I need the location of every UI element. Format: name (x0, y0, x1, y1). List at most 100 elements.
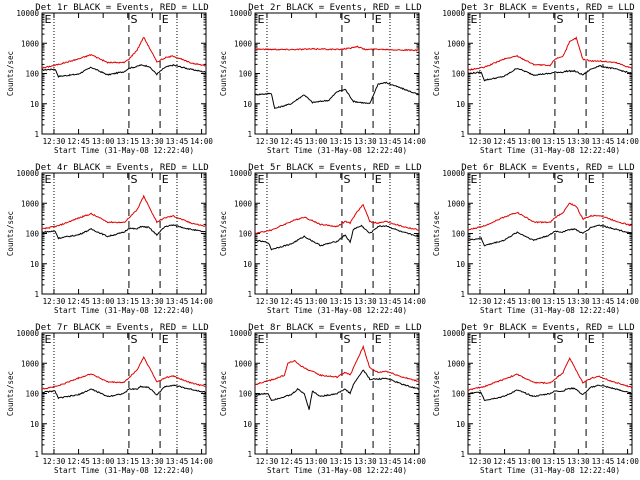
y-tick-label: 10000 (229, 329, 252, 338)
y-tick-label: 1 (460, 290, 465, 299)
lld-series-line (41, 194, 207, 230)
y-tick-label: 100 (25, 230, 39, 239)
x-axis-label: Start Time (31-May-08 12:22:40) (54, 466, 194, 475)
lld-series-line (467, 357, 633, 391)
y-tick-label: 1 (247, 290, 252, 299)
x-tick-label: 12:30 (469, 457, 492, 466)
y-tick-label: 10000 (16, 9, 39, 18)
marker-letter: S (557, 173, 564, 186)
x-tick-label: 13:15 (329, 137, 352, 146)
panel-det-1: Det 1r BLACK = Events, RED = LLD 1 10 100 10… (6, 3, 213, 155)
x-axis-label: Start Time (31-May-08 12:22:40) (267, 146, 407, 155)
marker-letter: E (470, 173, 477, 186)
x-tick-label: 13:00 (92, 457, 115, 466)
events-series-line (467, 384, 633, 402)
x-tick-label: 14:00 (190, 297, 213, 306)
panel-det-9: Det 9r BLACK = Events, RED = LLD 1 10 100 10… (432, 323, 639, 475)
x-tick-label: 13:00 (305, 137, 328, 146)
y-tick-label: 10 (456, 100, 466, 109)
plot-frame (254, 12, 420, 135)
x-axis-label: Start Time (31-May-08 12:22:40) (267, 466, 407, 475)
x-tick-label: 12:45 (280, 297, 303, 306)
marker-letter: S (557, 333, 564, 346)
x-axis-label: Start Time (31-May-08 12:22:40) (480, 146, 620, 155)
y-axis-label: Counts/sec (6, 371, 15, 416)
y-axis-label: Counts/sec (219, 371, 228, 416)
marker-letter: E (470, 13, 477, 26)
x-tick-label: 13:30 (567, 137, 590, 146)
panel-title: Det 4r BLACK = Events, RED = LLD (35, 163, 208, 173)
panel-det-3: Det 3r BLACK = Events, RED = LLD 1 10 100 10… (432, 3, 639, 155)
y-tick-label: 10 (30, 420, 40, 429)
x-tick-label: 13:15 (329, 297, 352, 306)
x-tick-label: 12:30 (469, 137, 492, 146)
x-tick-label: 12:45 (493, 297, 516, 306)
x-tick-label: 12:45 (280, 137, 303, 146)
x-tick-label: 13:45 (166, 457, 189, 466)
y-tick-label: 1 (34, 450, 39, 459)
panel-title: Det 5r BLACK = Events, RED = LLD (248, 163, 421, 173)
y-tick-label: 1000 (447, 199, 466, 208)
x-tick-label: 13:30 (354, 457, 377, 466)
y-tick-label: 1000 (447, 359, 466, 368)
panel-title: Det 3r BLACK = Events, RED = LLD (461, 3, 634, 13)
y-axis-label: Counts/sec (219, 51, 228, 96)
x-tick-label: 12:45 (67, 137, 90, 146)
y-tick-label: 100 (25, 390, 39, 399)
x-axis-label: Start Time (31-May-08 12:22:40) (480, 466, 620, 475)
marker-letter: E (44, 173, 51, 186)
x-tick-label: 13:15 (329, 457, 352, 466)
plot-frame (254, 172, 420, 295)
panel-det-8: Det 8r BLACK = Events, RED = LLD 1 10 100 10… (219, 323, 426, 475)
y-axis-label: Counts/sec (6, 211, 15, 256)
marker-letter: S (131, 333, 138, 346)
y-axis-label: Counts/sec (219, 211, 228, 256)
x-tick-label: 13:15 (116, 457, 139, 466)
marker-letter: E (375, 333, 382, 346)
marker-letter: S (344, 333, 351, 346)
lld-series-line (254, 45, 420, 52)
x-tick-label: 14:00 (190, 137, 213, 146)
y-tick-label: 10 (243, 100, 253, 109)
x-tick-label: 13:30 (141, 457, 164, 466)
y-tick-label: 10000 (229, 9, 252, 18)
x-tick-label: 12:30 (43, 297, 66, 306)
y-tick-label: 10000 (442, 9, 465, 18)
events-series-line (41, 224, 207, 240)
x-tick-label: 13:45 (592, 297, 615, 306)
lld-series-line (41, 36, 207, 69)
y-tick-label: 1000 (21, 39, 40, 48)
x-tick-label: 13:00 (518, 137, 541, 146)
marker-letter: E (257, 333, 264, 346)
x-tick-label: 12:45 (67, 457, 90, 466)
x-tick-label: 13:45 (166, 297, 189, 306)
marker-letter: S (344, 173, 351, 186)
y-tick-label: 10 (456, 420, 466, 429)
x-tick-label: 12:30 (43, 457, 66, 466)
x-tick-label: 14:00 (403, 137, 426, 146)
marker-letter: E (162, 173, 169, 186)
lld-series-line (41, 356, 207, 390)
x-tick-label: 13:15 (116, 297, 139, 306)
panel-title: Det 6r BLACK = Events, RED = LLD (461, 163, 634, 173)
y-tick-label: 1 (460, 130, 465, 139)
y-tick-label: 100 (25, 70, 39, 79)
marker-letter: E (257, 173, 264, 186)
x-tick-label: 12:30 (43, 137, 66, 146)
y-axis-label: Counts/sec (6, 51, 15, 96)
panel-det-4: Det 4r BLACK = Events, RED = LLD 1 10 100 10… (6, 163, 213, 315)
y-tick-label: 100 (451, 230, 465, 239)
marker-letter: E (44, 13, 51, 26)
y-tick-label: 10 (243, 260, 253, 269)
events-series-line (467, 64, 633, 82)
x-tick-label: 13:15 (542, 297, 565, 306)
x-tick-label: 12:30 (256, 297, 279, 306)
x-tick-label: 13:45 (379, 457, 402, 466)
marker-letter: E (588, 173, 595, 186)
x-tick-label: 13:30 (354, 297, 377, 306)
events-series-line (41, 384, 207, 400)
lld-series-line (254, 344, 420, 386)
x-tick-label: 13:00 (305, 457, 328, 466)
y-tick-label: 100 (238, 230, 252, 239)
marker-letter: E (470, 333, 477, 346)
